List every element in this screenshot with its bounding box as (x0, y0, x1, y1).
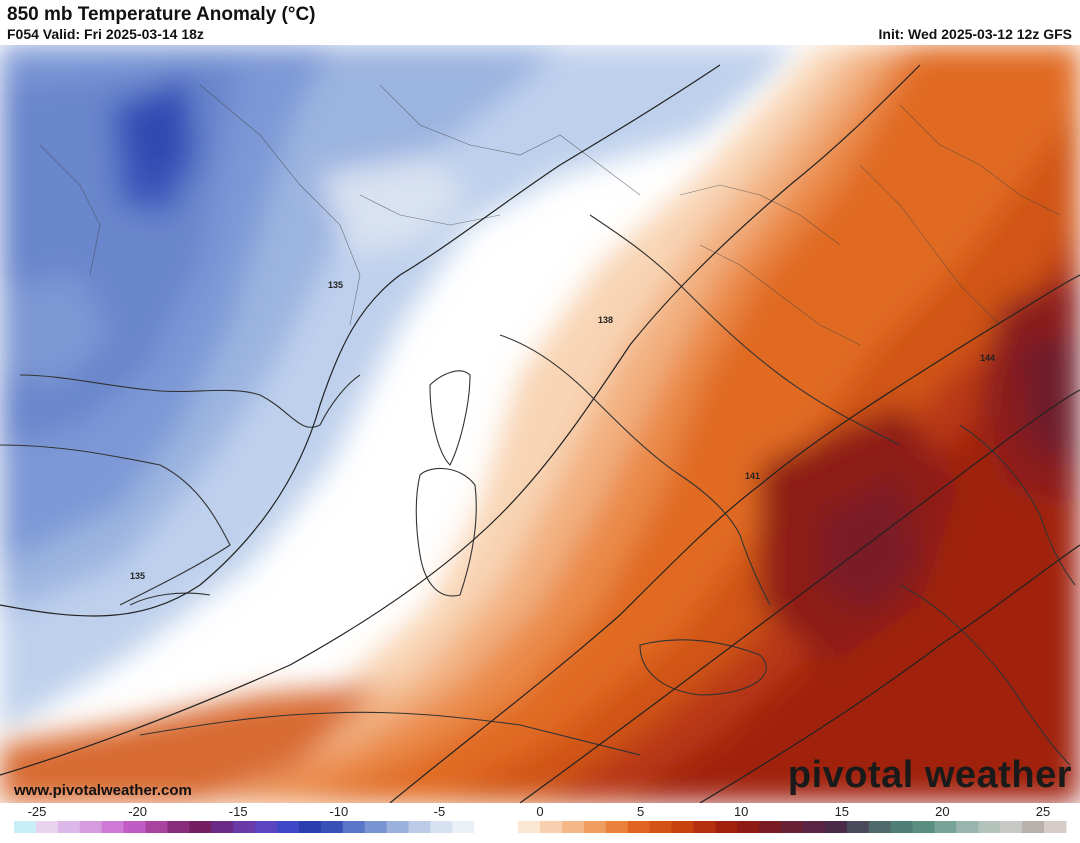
colorbar-swatch (298, 821, 322, 833)
colorbar-swatch (1022, 821, 1045, 833)
colorbar-tick-label: 5 (637, 804, 644, 819)
colorbar-tick-label: 10 (734, 804, 748, 819)
colorbar-swatch (649, 821, 672, 833)
colorbar-swatch (320, 821, 344, 833)
colorbar: -25 -20 -15 -10 -5 0 5 10 15 20 25 (0, 803, 1080, 843)
colorbar-swatch (211, 821, 234, 833)
colorbar-tick-label: -20 (128, 804, 147, 819)
colorbar-swatch (57, 821, 81, 833)
colorbar-swatch (890, 821, 914, 833)
colorbar-swatch (496, 821, 519, 833)
colorbar-swatch (868, 821, 892, 833)
colorbar-swatch (605, 821, 629, 833)
colorbar-tick-label: 25 (1036, 804, 1050, 819)
colorbar-swatch (1044, 821, 1067, 833)
colorbar-swatch (759, 821, 782, 833)
borders (39, 84, 1061, 346)
colorbar-swatch (693, 821, 716, 833)
map-title: 850 mb Temperature Anomaly (°C) (7, 4, 316, 25)
colorbar-swatch (671, 821, 694, 833)
colorbar-swatch (79, 821, 103, 833)
watermark-site: www.pivotalweather.com (14, 782, 192, 799)
colorbar-swatch (14, 821, 37, 833)
colorbar-swatch (518, 821, 541, 833)
height-label: 135 (328, 280, 343, 290)
anomaly-field: 135 138 141 144 135 (0, 45, 1080, 803)
colorbar-swatch (715, 821, 738, 833)
colorbar-swatch (846, 821, 870, 833)
colorbar-swatch (824, 821, 848, 833)
map-view[interactable]: 135 138 141 144 135 www.pivotalweather.c… (0, 45, 1080, 803)
colorbar-svg: -25 -20 -15 -10 -5 0 5 10 15 20 25 (14, 804, 1067, 833)
colorbar-swatch (452, 821, 475, 833)
colorbar-swatch (912, 821, 935, 833)
colorbar-swatch (737, 821, 760, 833)
colorbar-swatch (978, 821, 1001, 833)
colorbar-swatch (803, 821, 826, 833)
header: 850 mb Temperature Anomaly (°C) F054 Val… (0, 0, 1080, 45)
colorbar-swatch (255, 821, 278, 833)
watermark-brand: pivotal weather (787, 754, 1072, 796)
colorbar-swatch (101, 821, 125, 833)
colorbar-swatch (123, 821, 146, 833)
colorbar-tick-label: -25 (28, 804, 47, 819)
colorbar-swatch (781, 821, 804, 833)
colorbar-swatch (583, 821, 607, 833)
colorbar-swatch (430, 821, 453, 833)
colorbar-tick-label: 0 (536, 804, 543, 819)
coastlines (0, 214, 1076, 766)
colorbar-swatch (474, 821, 497, 833)
colorbar-swatch (145, 821, 168, 833)
colorbar-tick-label: 15 (835, 804, 849, 819)
colorbar-swatch (189, 821, 212, 833)
init-time: Init: Wed 2025-03-12 12z GFS (878, 26, 1072, 42)
colorbar-tick-label: -10 (329, 804, 348, 819)
cold-anomaly-region (0, 45, 800, 735)
colorbar-tick-label: -15 (229, 804, 248, 819)
valid-time: F054 Valid: Fri 2025-03-14 18z (7, 26, 204, 42)
colorbar-tick-label: 20 (935, 804, 949, 819)
warm-anomaly-region (0, 45, 1080, 803)
colorbar-tick-label: -5 (434, 804, 446, 819)
height-label: 138 (598, 315, 613, 325)
height-label: 144 (980, 353, 995, 363)
colorbar-swatch (364, 821, 388, 833)
height-label: 135 (130, 571, 145, 581)
colorbar-swatch (627, 821, 651, 833)
colorbar-swatch (167, 821, 190, 833)
colorbar-swatch (1000, 821, 1023, 833)
colorbar-swatch (408, 821, 431, 833)
colorbar-swatch (233, 821, 256, 833)
colorbar-swatch (956, 821, 979, 833)
colorbar-swatch (342, 821, 366, 833)
colorbar-swatch (561, 821, 585, 833)
height-label: 141 (745, 471, 760, 481)
colorbar-swatch (540, 821, 563, 833)
colorbar-swatch (386, 821, 409, 833)
colorbar-swatch (35, 821, 59, 833)
height-contours (0, 64, 1080, 803)
colorbar-swatch (277, 821, 300, 833)
colorbar-swatch (934, 821, 957, 833)
